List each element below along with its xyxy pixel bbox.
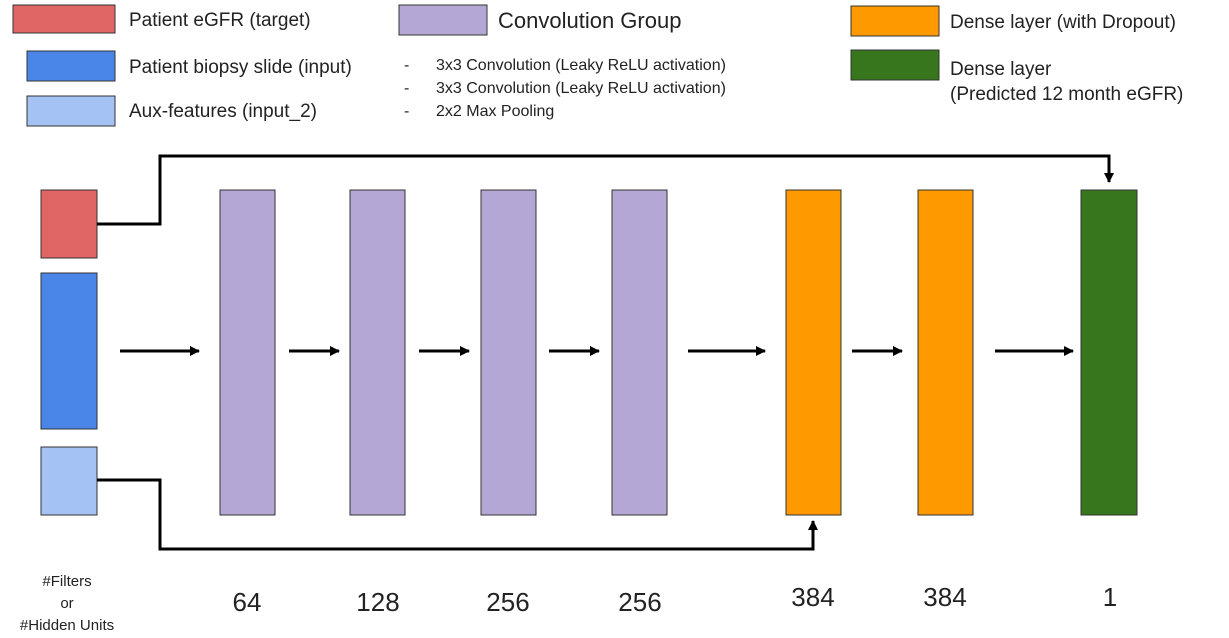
- legend-swatch-aux: [26, 95, 116, 127]
- input-block-aux: [40, 446, 98, 516]
- units-caption-line-2: or: [60, 595, 73, 612]
- legend-label-conv-title: Convolution Group: [498, 8, 681, 33]
- legend-label-input: Patient biopsy slide (input): [129, 57, 352, 78]
- legend-swatch-target: [12, 4, 116, 34]
- legend-conv-dash-3: -: [404, 103, 409, 120]
- connector-aux-to-dense-1: [97, 478, 818, 551]
- legend-label-dense-output-2: (Predicted 12 month eGFR): [950, 84, 1183, 105]
- legend-swatch-input: [26, 50, 116, 82]
- units-caption-line-3: #Hidden Units: [20, 617, 114, 634]
- layer-block-dense-1: [785, 189, 842, 516]
- legend-conv-dash-1: -: [404, 57, 409, 74]
- legend-conv-item-2: 3x3 Convolution (Leaky ReLU activation): [436, 80, 726, 97]
- legend-label-aux: Aux-features (input_2): [129, 101, 317, 122]
- legend-swatch-dense-output: [850, 49, 940, 81]
- legend-conv-dash-2: -: [404, 80, 409, 97]
- legend-swatch-conv: [398, 4, 488, 36]
- legend-swatch-dense-dropout: [850, 5, 940, 37]
- layer-block-dense-2: [917, 189, 974, 516]
- units-caption: #Filters or #Hidden Units: [20, 573, 114, 634]
- units-label-output: 1: [1103, 582, 1117, 612]
- input-block-biopsy: [40, 272, 98, 430]
- units-label-conv-1: 64: [233, 587, 262, 617]
- connector-target-to-output: [97, 154, 1114, 226]
- units-label-conv-4: 256: [618, 587, 661, 617]
- units-label-conv-3: 256: [486, 587, 529, 617]
- legend-conv-item-1: 3x3 Convolution (Leaky ReLU activation): [436, 57, 726, 74]
- layer-block-conv-1: [219, 189, 276, 516]
- layer-block-conv-2: [349, 189, 406, 516]
- units-caption-line-1: #Filters: [42, 573, 91, 590]
- units-label-dense-1: 384: [791, 582, 834, 612]
- legend-label-dense-output-1: Dense layer: [950, 59, 1052, 80]
- layer-block-conv-4: [611, 189, 668, 516]
- legend-label-dense-dropout: Dense layer (with Dropout): [950, 12, 1176, 33]
- layer-block-conv-3: [480, 189, 537, 516]
- units-label-dense-2: 384: [923, 582, 966, 612]
- legend-label-target: Patient eGFR (target): [129, 10, 311, 31]
- layer-block-output: [1080, 189, 1138, 516]
- input-block-target: [40, 189, 98, 259]
- legend-conv-item-3: 2x2 Max Pooling: [436, 103, 554, 120]
- units-label-conv-2: 128: [356, 587, 399, 617]
- legend: Patient eGFR (target) Patient biopsy sli…: [12, 4, 1183, 127]
